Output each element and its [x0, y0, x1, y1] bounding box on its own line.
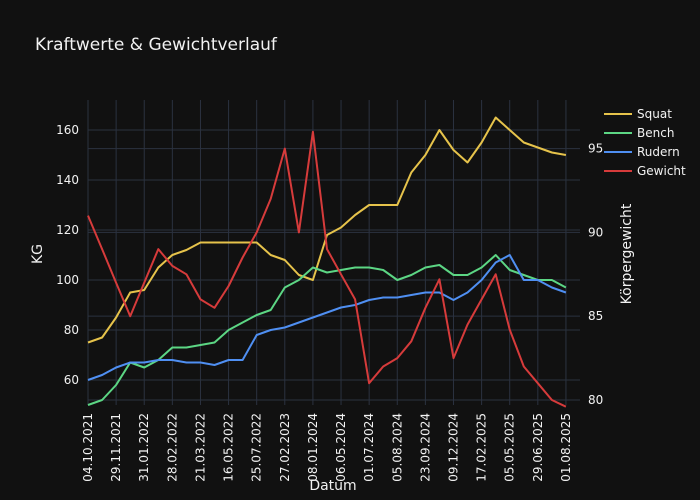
- y2-tick-label: 80: [588, 393, 603, 407]
- x-tick-label: 06.05.2024: [334, 413, 348, 482]
- x-tick-label: 08.01.2024: [306, 413, 320, 482]
- y2-tick-label: 90: [588, 225, 603, 239]
- x-tick-label: 29.06.2025: [531, 413, 545, 482]
- legend: Squat Bench Rudern Gewicht: [604, 107, 686, 178]
- x-tick-label: 27.02.2023: [278, 413, 292, 482]
- y-axis-ticks: 60 80 100 120 140 160: [56, 123, 79, 387]
- series-line-rudern: [87, 254, 567, 381]
- x-tick-label: 25.07.2022: [250, 413, 264, 482]
- x-tick-label: 09.12.2024: [446, 413, 460, 482]
- x-tick-label: 23.09.2024: [418, 413, 432, 482]
- series-line-bench: [87, 254, 567, 406]
- y-axis-title: KG: [30, 244, 46, 264]
- x-tick-label: 29.11.2021: [109, 413, 123, 482]
- y-tick-label: 60: [64, 373, 79, 387]
- y-tick-label: 80: [64, 323, 79, 337]
- x-tick-label: 04.10.2021: [81, 413, 95, 482]
- y-tick-label: 140: [56, 173, 79, 187]
- x-tick-label: 16.05.2022: [222, 413, 236, 482]
- series-line-gewicht: [87, 130, 567, 408]
- grid: [87, 100, 580, 405]
- legend-label-bench: Bench: [637, 126, 674, 140]
- x-tick-label: 21.03.2022: [193, 413, 207, 482]
- x-tick-label: 17.02.2025: [475, 413, 489, 482]
- x-axis-title: Datum: [309, 478, 356, 494]
- legend-label-gewicht: Gewicht: [637, 164, 686, 178]
- y-tick-label: 100: [56, 273, 79, 287]
- y-tick-label: 160: [56, 123, 79, 137]
- x-tick-label: 31.01.2022: [137, 413, 151, 482]
- y2-tick-label: 95: [588, 142, 603, 156]
- x-tick-label: 01.07.2024: [362, 413, 376, 482]
- legend-label-rudern: Rudern: [637, 145, 680, 159]
- y2-tick-label: 85: [588, 309, 603, 323]
- legend-label-squat: Squat: [637, 107, 672, 121]
- x-tick-label: 01.08.2025: [559, 413, 573, 482]
- x-axis-ticks: 04.10.2021 29.11.2021 31.01.2022 28.02.2022…: [81, 413, 573, 482]
- chart-title: Kraftwerte & Gewichtverlauf: [35, 35, 278, 55]
- x-tick-label: 05.05.2025: [503, 413, 517, 482]
- x-tick-label: 05.08.2024: [390, 413, 404, 482]
- x-tick-label: 28.02.2022: [165, 413, 179, 482]
- y2-axis-title: Körpergewicht: [619, 203, 635, 304]
- y-tick-label: 120: [56, 223, 79, 237]
- series-lines: [87, 116, 567, 408]
- y2-axis-ticks: 80 85 90 95: [588, 142, 603, 407]
